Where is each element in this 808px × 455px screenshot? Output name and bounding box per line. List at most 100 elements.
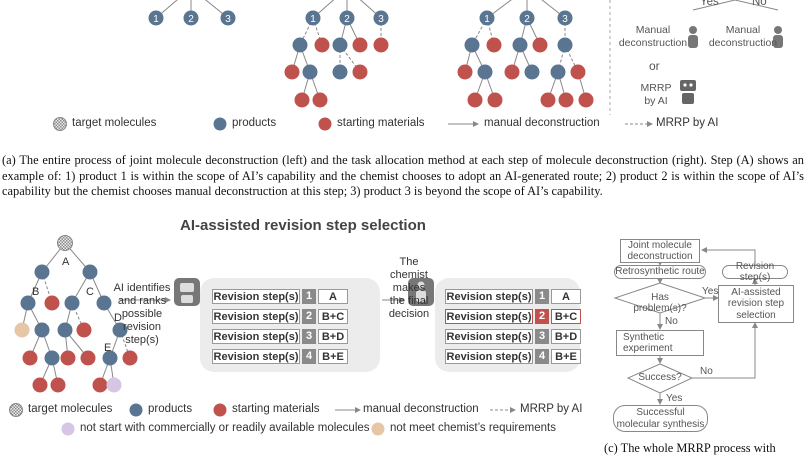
- flow-box: Revision step(s): [722, 261, 788, 283]
- molecule: [557, 37, 573, 53]
- molecule: [102, 350, 118, 366]
- table-cell: Revision step(s): [445, 329, 533, 344]
- person-icon: [688, 26, 783, 48]
- molecule: [339, 10, 355, 26]
- molecule: [129, 403, 143, 417]
- molecule: [578, 92, 594, 108]
- molecule: [106, 377, 122, 393]
- table-cell: 4: [302, 349, 316, 364]
- molecule: [148, 10, 164, 26]
- decision: [613, 282, 707, 314]
- molecule: [22, 350, 38, 366]
- molecule: [220, 10, 236, 26]
- legend-label: manual deconstruction: [484, 117, 600, 129]
- molecule: [122, 350, 138, 366]
- molecule: [20, 295, 36, 311]
- molecule: [112, 322, 128, 338]
- molecule: [57, 235, 73, 251]
- manual-label: Manual deconstruction: [708, 24, 778, 49]
- molecule: [76, 322, 92, 338]
- molecule: [183, 10, 199, 26]
- molecule: [34, 264, 50, 280]
- molecule: [44, 295, 60, 311]
- yes-label: Yes: [700, 0, 719, 8]
- legend-label: target molecules: [28, 403, 113, 415]
- chemist-text: The chemist makes the final decision: [388, 256, 430, 320]
- node-label: 2: [524, 14, 530, 25]
- table-cell: B+E: [551, 349, 581, 364]
- legend-label: target molecules: [72, 117, 157, 129]
- table-cell: Revision step(s): [445, 349, 533, 364]
- molecule: [373, 10, 389, 26]
- table-cell: B+C: [318, 309, 348, 324]
- molecule: [60, 350, 76, 366]
- drawing: 1 2 3 1 2 3 1 2 3: [9, 0, 594, 436]
- ai-text: AI identifies and ranks possible revisio…: [113, 282, 171, 346]
- table-cell: Revision step(s): [445, 309, 533, 324]
- node-label: 2: [188, 14, 194, 25]
- node-label: 2: [344, 14, 350, 25]
- mrrp-label: MRRP by AI: [640, 82, 672, 107]
- edge: [155, 0, 178, 19]
- legend-label: MRRP by AI: [520, 403, 583, 415]
- flow-label: No: [665, 316, 678, 327]
- molecule: [557, 10, 573, 26]
- panel-title: AI-assisted revision step selection: [180, 217, 426, 234]
- legend-label: starting materials: [337, 117, 425, 129]
- robot-icon: [680, 80, 696, 104]
- connectors: [120, 0, 779, 413]
- molecule: [44, 350, 60, 366]
- molecule: [532, 37, 548, 53]
- molecule: [558, 92, 574, 108]
- molecule: [14, 322, 30, 338]
- table-cell: 1: [302, 289, 316, 304]
- person-icon: [408, 278, 434, 306]
- molecule: [312, 92, 328, 108]
- step-label: A: [62, 256, 70, 268]
- molecule: [213, 403, 227, 417]
- node-label: 3: [225, 14, 231, 25]
- molecule: [92, 377, 108, 393]
- molecule: [371, 422, 385, 436]
- molecule: [477, 64, 493, 80]
- or-label: or: [649, 59, 660, 73]
- decision: [626, 363, 694, 394]
- molecule: [486, 37, 502, 53]
- molecule: [80, 350, 96, 366]
- manual-label: Manual deconstruction: [618, 24, 688, 49]
- legend-label: MRRP by AI: [656, 117, 719, 129]
- table-cell: 2: [535, 309, 549, 324]
- table-cell: Revision step(s): [212, 289, 300, 304]
- molecule: [50, 377, 66, 393]
- node-label: 3: [562, 14, 568, 25]
- table-cell: Revision step(s): [212, 329, 300, 344]
- molecule: [32, 377, 48, 393]
- table-cell: B+C: [551, 309, 581, 324]
- node-label: 3: [378, 14, 384, 25]
- table-cell: 3: [535, 329, 549, 344]
- molecule: [305, 10, 321, 26]
- flow-box: Joint molecule deconstruction: [620, 239, 700, 263]
- step-label: D: [114, 312, 122, 324]
- molecule: [373, 37, 389, 53]
- caption: (a) The entire process of joint molecule…: [2, 153, 804, 199]
- flow-box: AI-assisted revision step selection: [718, 285, 794, 323]
- legend-label: products: [232, 117, 277, 129]
- molecule: [332, 64, 348, 80]
- edge: [541, 0, 566, 19]
- molecule: [213, 117, 227, 131]
- no-label: No: [752, 0, 767, 8]
- molecule: [96, 295, 112, 311]
- table-cell: 1: [535, 289, 549, 304]
- table-cell: B+D: [551, 329, 581, 344]
- molecule: [292, 37, 308, 53]
- legend-label: not meet chemist’s requirements: [390, 422, 556, 434]
- table-cell: Revision step(s): [445, 289, 533, 304]
- table-cell: 3: [302, 329, 316, 344]
- flow-decision: Success?: [638, 372, 682, 383]
- flow-box: Synthetic experiment: [616, 330, 704, 356]
- molecule: [524, 64, 540, 80]
- molecule: [34, 322, 50, 338]
- molecule: [519, 10, 535, 26]
- table-cell: A: [318, 289, 348, 304]
